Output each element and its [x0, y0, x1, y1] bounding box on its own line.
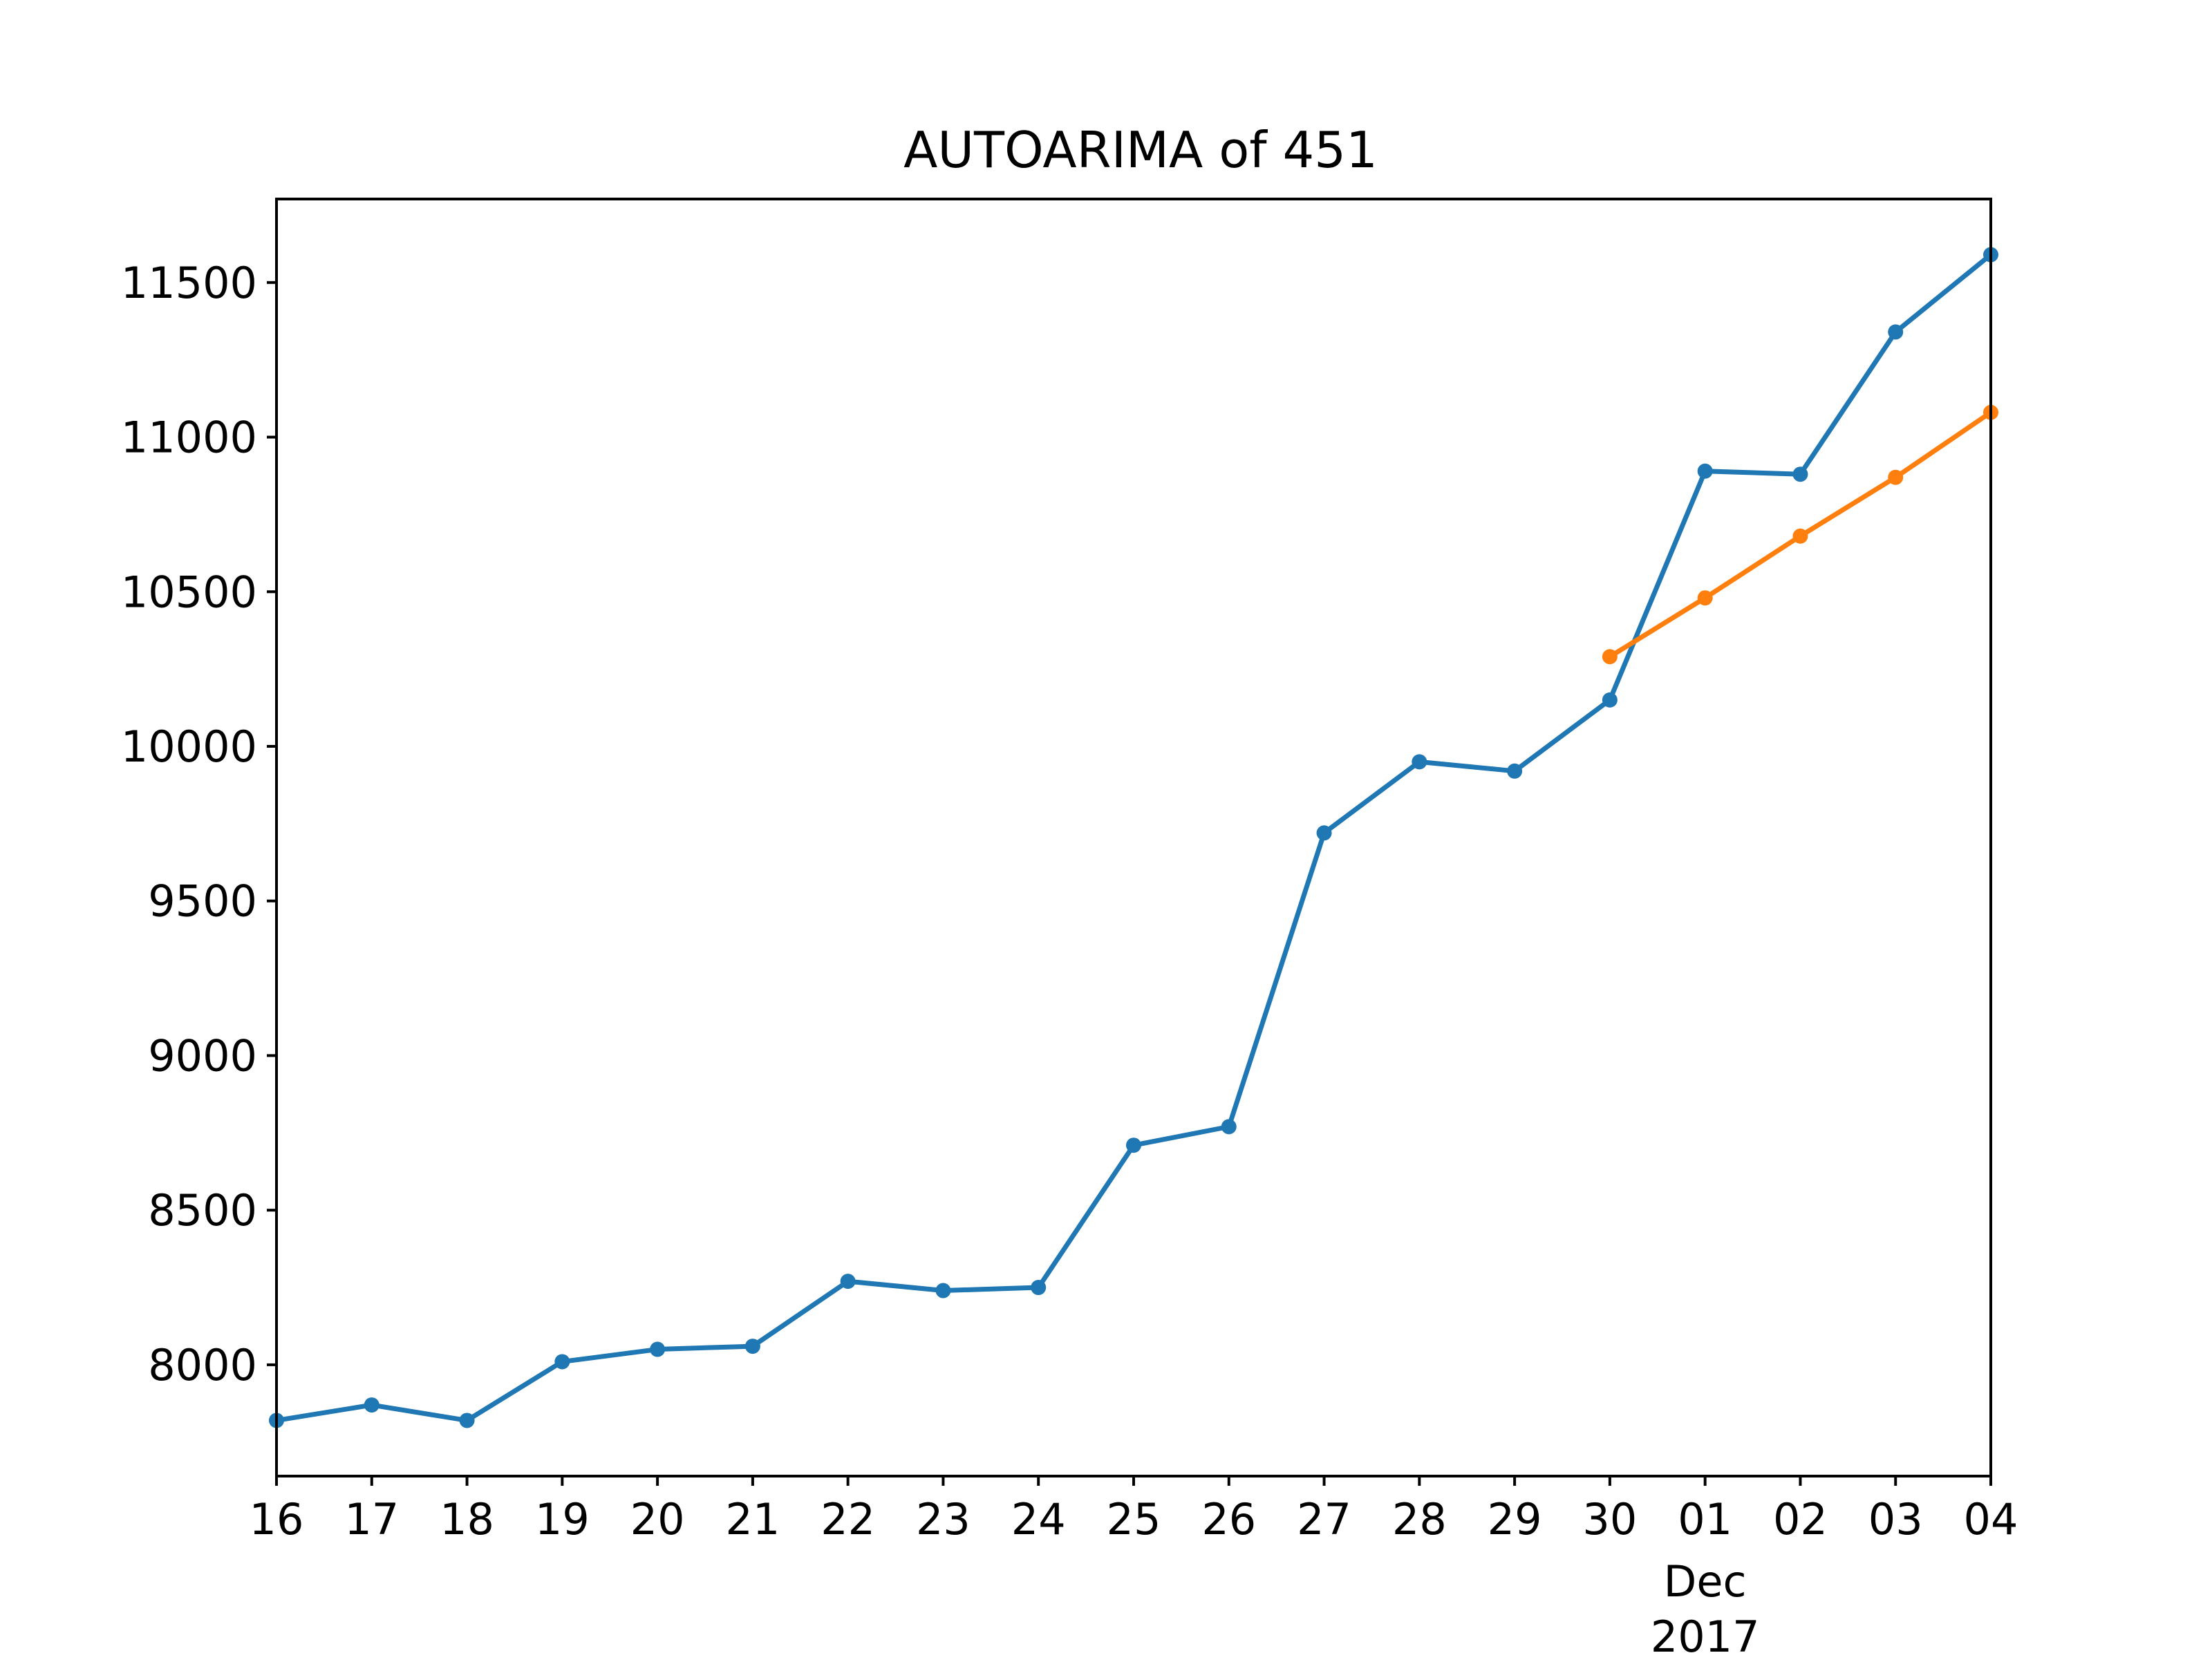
x-tick-label: 03 — [1868, 1494, 1923, 1545]
series-1-point — [1412, 754, 1427, 770]
x-tick-label: 22 — [821, 1494, 875, 1545]
chart-title: AUTOARIMA of 451 — [903, 121, 1378, 179]
y-tick-label: 10500 — [121, 567, 257, 617]
x-tick-label: 19 — [535, 1494, 590, 1545]
series-2-point — [1888, 469, 1904, 485]
x-tick-label: 29 — [1488, 1494, 1542, 1545]
plot-frame — [275, 198, 1992, 1477]
x-tick-label: 30 — [1582, 1494, 1637, 1545]
series-1-point — [1316, 825, 1332, 841]
x-tick-label: 25 — [1107, 1494, 1161, 1545]
y-tick-label: 9500 — [148, 876, 257, 927]
y-tick-label: 8500 — [148, 1185, 257, 1236]
x-tick-label: 23 — [916, 1494, 971, 1545]
x-tick-label: 18 — [440, 1494, 494, 1545]
series-1-point — [650, 1341, 666, 1357]
series-1-point — [840, 1274, 856, 1290]
y-tick-label: 8000 — [148, 1340, 257, 1390]
x-secondary-label: Dec — [1664, 1556, 1747, 1607]
x-secondary-label: 2017 — [1651, 1612, 1760, 1659]
series-1-line — [274, 252, 1994, 1423]
x-tick-label: 02 — [1773, 1494, 1828, 1545]
series-2-point — [1697, 590, 1713, 606]
series-1-point — [1602, 692, 1618, 708]
y-tick-label: 10000 — [121, 721, 257, 772]
y-tick-label: 11500 — [121, 258, 257, 308]
series-2-point — [1602, 649, 1618, 665]
x-tick-label: 16 — [250, 1494, 304, 1545]
series-1-point — [1792, 466, 1808, 482]
series-1-point — [935, 1283, 951, 1299]
series-1-point — [364, 1397, 379, 1413]
series-1-point — [1221, 1119, 1237, 1135]
series-1-point — [1888, 324, 1904, 340]
series-1-point — [1697, 463, 1713, 479]
y-tick-label: 9000 — [148, 1030, 257, 1081]
x-tick-label: 26 — [1201, 1494, 1256, 1545]
x-tick-label: 27 — [1297, 1494, 1351, 1545]
x-tick-label: 04 — [1964, 1494, 2018, 1545]
series-1-point — [1126, 1137, 1141, 1153]
series-1-point — [459, 1413, 475, 1428]
x-tick-label: 24 — [1011, 1494, 1066, 1545]
series-1-point — [1031, 1280, 1047, 1296]
x-tick-label: 01 — [1678, 1494, 1732, 1545]
x-tick-label: 17 — [344, 1494, 399, 1545]
x-tick-label: 21 — [725, 1494, 780, 1545]
series-1-point — [744, 1339, 760, 1354]
x-tick-label: 20 — [630, 1494, 685, 1545]
series-2-point — [1792, 528, 1808, 544]
series-layer — [269, 247, 1998, 1428]
x-axis: 16 17 18 19 20 21 22 23 24 25 26 27 28 29 30 01 02 03 04 De… — [250, 1476, 2018, 1662]
series-1-point — [1507, 763, 1523, 779]
x-tick-label: 28 — [1392, 1494, 1447, 1545]
y-axis: 8000 8500 9000 9500 10000 10500 11000 11500 — [121, 258, 276, 1390]
series-1-point — [554, 1354, 570, 1370]
y-tick-label: 11000 — [121, 413, 257, 463]
